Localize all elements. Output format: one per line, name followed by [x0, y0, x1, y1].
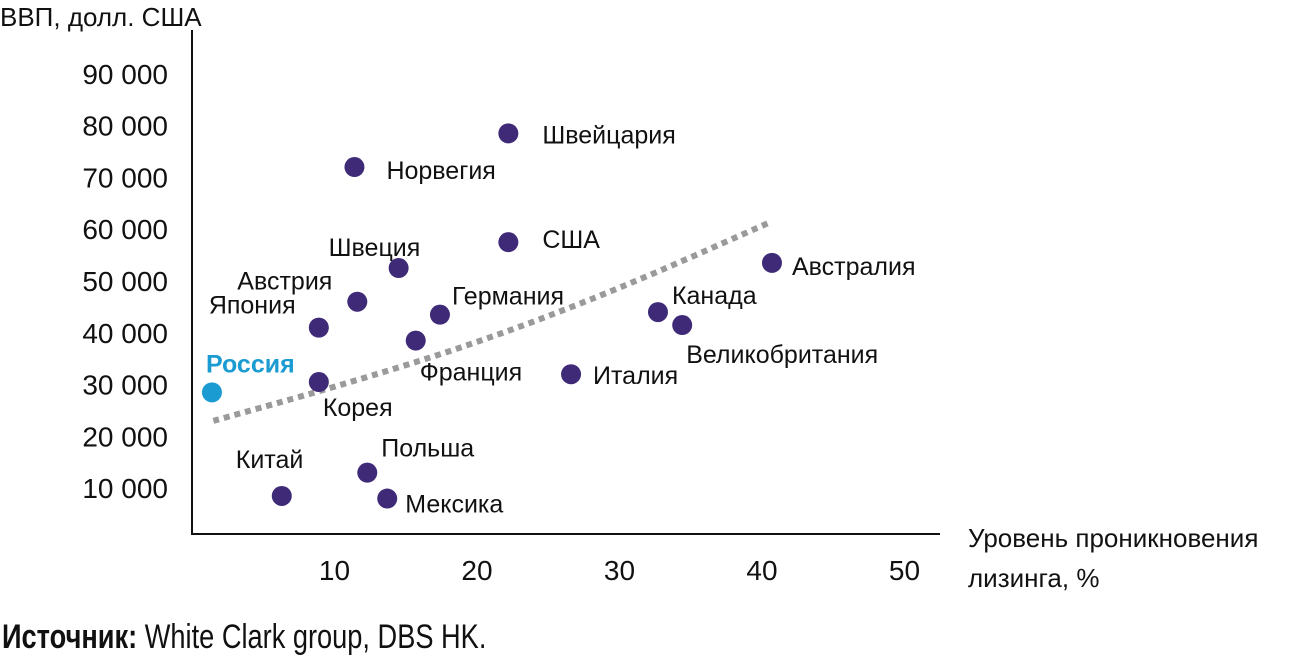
data-point [429, 304, 450, 325]
data-label: Корея [323, 394, 393, 422]
y-tick-label: 20 000 [82, 421, 168, 452]
data-point [377, 488, 398, 509]
data-point [405, 330, 426, 351]
data-point [344, 157, 365, 178]
data-label: Россия [206, 350, 295, 378]
data-point [561, 364, 582, 385]
data-label: Франция [420, 359, 522, 387]
data-label: Польша [381, 435, 474, 463]
x-axis-title: Уровень проникновения лизинга, % [968, 523, 1259, 593]
data-label: Великобритания [686, 341, 878, 369]
data-label: Канада [672, 282, 757, 310]
data-label: Китай [236, 446, 304, 474]
data-point [308, 372, 329, 393]
data-point [388, 258, 409, 279]
data-point [761, 252, 782, 273]
data-point [357, 462, 378, 483]
data-label: Мексика [405, 491, 503, 519]
source-label: Источник: [2, 618, 138, 656]
x-tick-label: 30 [604, 555, 635, 586]
y-tick-label: 50 000 [82, 266, 168, 297]
source-note: Источник: White Clark group, DBS HK. [2, 618, 486, 657]
y-tick-label: 70 000 [82, 162, 168, 193]
x-tick-label: 20 [461, 555, 492, 586]
x-tick-label: 40 [746, 555, 777, 586]
trend-line [212, 218, 774, 424]
data-point [647, 302, 668, 323]
data-label: Австралия [792, 253, 916, 281]
y-tick-label: 40 000 [82, 318, 168, 349]
data-point [201, 382, 222, 403]
data-point [308, 317, 329, 338]
data-label: Швеция [329, 234, 421, 262]
x-tick-label: 10 [319, 555, 350, 586]
x-tick-label: 50 [889, 555, 920, 586]
y-tick-label: 60 000 [82, 214, 168, 245]
data-point [498, 123, 519, 144]
data-point [672, 315, 693, 336]
data-label: Италия [593, 362, 678, 390]
y-tick-label: 90 000 [82, 59, 168, 90]
y-axis-title: ВВП, долл. США [0, 2, 202, 32]
data-label: Швейцария [542, 121, 675, 149]
source-text: White Clark group, DBS HK. [137, 618, 487, 656]
y-tick-label: 80 000 [82, 111, 168, 142]
y-tick-label: 30 000 [82, 370, 168, 401]
data-point [498, 232, 519, 253]
data-label: Германия [452, 283, 564, 311]
data-point [347, 291, 368, 312]
data-label: Норвегия [386, 157, 495, 185]
data-label: Австрия [237, 268, 332, 296]
data-point [271, 485, 292, 506]
y-tick-label: 10 000 [82, 473, 168, 504]
data-label: США [542, 226, 600, 254]
data-label: Япония [209, 292, 296, 320]
